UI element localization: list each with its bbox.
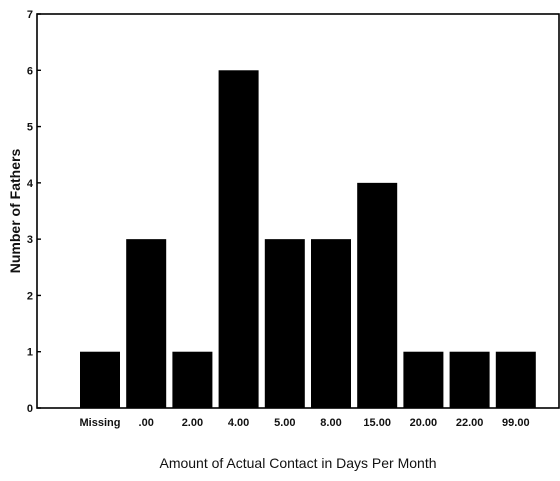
x-tick-label: 8.00 (320, 417, 341, 429)
bar (172, 351, 213, 408)
x-tick-label: .00 (139, 417, 154, 429)
x-tick-label: 2.00 (182, 417, 203, 429)
bar (495, 351, 536, 408)
x-tick-label: 20.00 (410, 417, 438, 429)
x-tick-label: 22.00 (456, 417, 484, 429)
bars-group (80, 70, 536, 409)
y-tick-label: 7 (27, 9, 33, 21)
x-tick-label: 99.00 (502, 417, 530, 429)
bar (218, 70, 259, 409)
y-tick-label: 0 (27, 403, 33, 415)
y-tick-label: 5 (27, 122, 33, 134)
x-tick-label: 4.00 (228, 417, 249, 429)
y-tick-label: 4 (27, 178, 34, 190)
bar (80, 351, 120, 408)
bar (311, 239, 351, 408)
x-tick-label: 5.00 (274, 417, 295, 429)
bar (357, 182, 398, 408)
y-axis-label: Number of Fathers (7, 149, 23, 274)
bar (126, 239, 167, 408)
x-axis-tick-labels: Missing .00 2.00 4.00 5.00 8.00 15.00 20.00 22.0… (80, 417, 530, 429)
x-tick-label: 15.00 (363, 417, 391, 429)
y-axis-ticks: 0 1 2 3 4 5 6 7 (27, 9, 41, 415)
y-tick-label: 6 (27, 65, 33, 77)
bar (403, 351, 444, 408)
x-tick-label: Missing (80, 417, 121, 429)
y-tick-label: 1 (27, 347, 33, 359)
y-tick-label: 3 (27, 234, 33, 246)
x-axis-label: Amount of Actual Contact in Days Per Mon… (159, 455, 436, 471)
bar (449, 351, 490, 408)
y-tick-label: 2 (27, 290, 33, 302)
bar (264, 239, 305, 408)
